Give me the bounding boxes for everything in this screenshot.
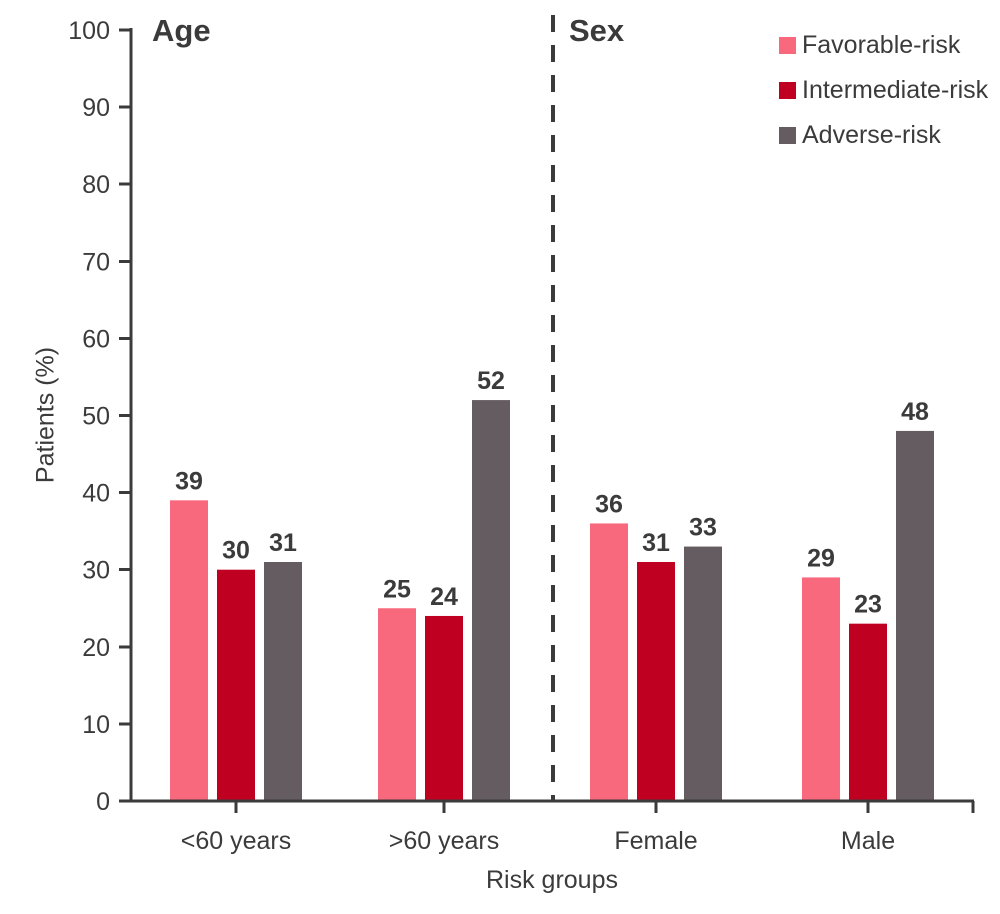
- y-axis-tick-label: 60: [82, 325, 110, 353]
- bar-favorable-risk-1: [170, 500, 208, 801]
- section-label-age: Age: [152, 13, 211, 48]
- legend-item-favorable-risk: Favorable-risk: [779, 32, 988, 58]
- y-axis-tick-label: 50: [82, 403, 110, 431]
- bar-intermediate-risk-3: [637, 561, 675, 801]
- bar-adverse-risk-3: [684, 546, 722, 801]
- y-axis-tick-label: 20: [82, 634, 110, 662]
- bar-value-label: 29: [807, 544, 835, 572]
- bar-value-label: 30: [222, 537, 250, 565]
- adverse-risk-swatch-icon: [779, 126, 796, 144]
- legend: Favorable-risk Intermediate-risk Adverse…: [779, 32, 988, 148]
- bar-value-label: 23: [854, 591, 882, 619]
- x-axis-title: Risk groups: [486, 866, 618, 894]
- x-axis-category-label: >60 years: [389, 827, 500, 855]
- section-label-sex: Sex: [569, 13, 625, 48]
- bar-adverse-risk-1: [264, 561, 302, 801]
- bar-adverse-risk-2: [472, 400, 510, 801]
- y-axis-tick-label: 70: [82, 248, 110, 276]
- x-axis-category-label: <60 years: [181, 827, 292, 855]
- y-axis-tick-label: 100: [68, 17, 110, 45]
- bar-value-label: 39: [175, 467, 203, 495]
- y-axis-tick-label: 0: [96, 788, 110, 816]
- y-axis-title: Patients (%): [31, 346, 60, 484]
- legend-label: Intermediate-risk: [802, 76, 989, 104]
- bar-value-label: 36: [595, 490, 623, 518]
- bar-favorable-risk-3: [590, 523, 628, 801]
- bar-intermediate-risk-1: [217, 569, 255, 801]
- bar-value-label: 24: [430, 583, 458, 611]
- y-axis-tick-label: 80: [82, 171, 110, 199]
- bar-value-label: 25: [383, 575, 411, 603]
- bar-favorable-risk-2: [378, 608, 416, 801]
- y-axis-tick-label: 30: [82, 557, 110, 585]
- bar-value-label: 31: [269, 529, 297, 557]
- bar-value-label: 48: [901, 398, 929, 426]
- y-axis-tick-label: 10: [82, 711, 110, 739]
- y-axis-tick-label: 90: [82, 94, 110, 122]
- legend-label: Favorable-risk: [802, 31, 961, 59]
- bar-value-label: 33: [689, 514, 717, 542]
- bar-adverse-risk-4: [896, 430, 934, 801]
- bar-intermediate-risk-4: [849, 623, 887, 801]
- legend-item-adverse-risk: Adverse-risk: [779, 122, 988, 148]
- legend-label: Adverse-risk: [802, 121, 941, 149]
- favorable-risk-swatch-icon: [779, 36, 796, 54]
- bar-value-label: 52: [477, 367, 505, 395]
- bar-value-label: 31: [642, 529, 670, 557]
- bar-intermediate-risk-2: [425, 615, 463, 801]
- x-axis-category-label: Male: [841, 827, 895, 855]
- intermediate-risk-swatch-icon: [779, 81, 796, 99]
- y-axis-tick-label: 40: [82, 480, 110, 508]
- x-axis-category-label: Female: [614, 827, 697, 855]
- legend-item-intermediate-risk: Intermediate-risk: [779, 77, 988, 103]
- bar-favorable-risk-4: [802, 577, 840, 801]
